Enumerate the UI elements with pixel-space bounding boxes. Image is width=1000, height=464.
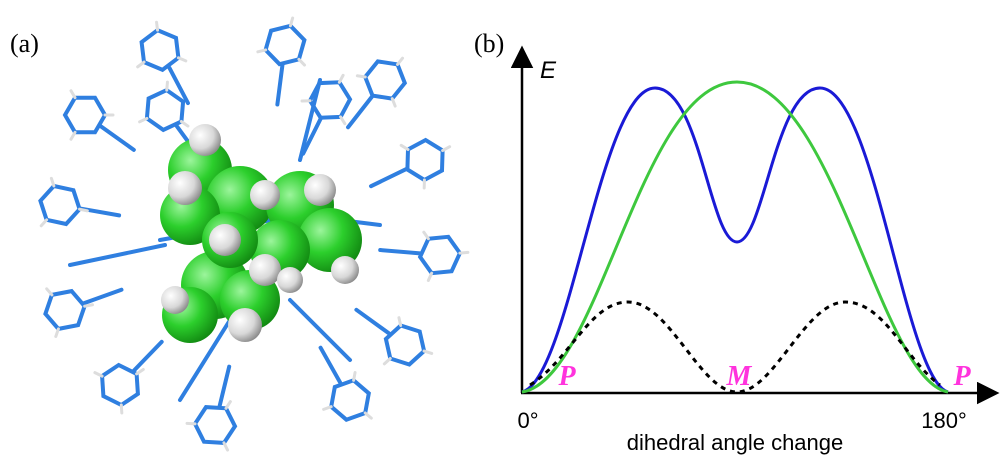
h-bond: [288, 16, 295, 28]
h-bond: [422, 230, 430, 241]
h-bond: [382, 357, 392, 366]
h-bond: [93, 371, 104, 378]
h-bond: [390, 97, 397, 108]
h-bond: [363, 411, 373, 420]
hydrogen-sphere: [304, 174, 336, 206]
state-label: P: [952, 361, 971, 392]
bond: [217, 364, 232, 408]
x-end-label: 180°: [921, 408, 967, 433]
x-start-label: 0°: [517, 408, 538, 433]
h-bond: [256, 48, 268, 54]
phenyl-ring: [38, 183, 82, 227]
bond: [288, 298, 352, 362]
bond: [131, 339, 164, 373]
h-bond: [322, 405, 333, 411]
h-bond: [45, 287, 54, 297]
carbon-sphere: [298, 208, 362, 272]
hydrogen-sphere: [250, 180, 280, 210]
h-bond: [224, 400, 232, 410]
y-axis-label: E: [540, 57, 557, 84]
h-bond: [422, 349, 434, 355]
hydrogen-sphere: [189, 124, 221, 156]
state-label: M: [726, 361, 753, 392]
energy-curve-green: [521, 80, 949, 394]
hydrogen-sphere: [161, 286, 189, 314]
h-bond: [397, 316, 403, 327]
h-bond: [355, 74, 367, 79]
h-bond: [165, 80, 169, 92]
phenyl-ring: [417, 234, 463, 276]
h-bond: [155, 20, 160, 32]
h-bond: [297, 57, 307, 67]
h-bond: [399, 143, 410, 151]
h-bond: [136, 60, 146, 69]
h-bond: [222, 441, 230, 452]
bond: [369, 166, 410, 189]
bond: [275, 62, 285, 107]
bond: [354, 307, 391, 336]
h-bond: [135, 367, 145, 376]
h-bond: [138, 116, 149, 124]
phenyl-ring: [383, 323, 427, 367]
bond: [301, 115, 324, 156]
hydrogen-sphere: [209, 224, 241, 256]
phenyl-ring: [43, 288, 87, 332]
energy-curve-blue: [521, 86, 949, 394]
phenyl-ring: [329, 378, 371, 422]
state-label: P: [557, 361, 576, 392]
h-bond: [119, 403, 124, 415]
bond: [167, 65, 190, 106]
phenyl-ring: [144, 87, 186, 133]
panel-label: (a): [10, 29, 39, 58]
bond: [346, 93, 375, 130]
hydrogen-sphere: [249, 254, 281, 286]
h-bond: [54, 327, 60, 338]
hydrogen-sphere: [331, 256, 359, 284]
bond: [81, 287, 124, 306]
phenyl-ring: [192, 405, 238, 445]
h-bond: [352, 370, 357, 382]
h-bond: [83, 303, 95, 308]
h-bond: [396, 56, 405, 66]
h-bond: [176, 56, 188, 63]
bond: [178, 318, 232, 402]
h-bond: [39, 218, 49, 228]
panel-label: (b): [474, 29, 504, 58]
phenyl-ring: [100, 362, 140, 408]
h-bond: [441, 145, 452, 153]
bond: [318, 345, 343, 385]
h-bond: [426, 271, 434, 282]
h-bond: [458, 250, 470, 255]
hydrogen-sphere: [168, 171, 202, 205]
h-bond: [337, 73, 345, 84]
phenyl-ring: [405, 137, 445, 183]
molecule-core: [160, 124, 362, 343]
phenyl-ring: [139, 27, 181, 73]
phenyl-ring: [62, 95, 108, 135]
bond: [68, 243, 167, 267]
energy-curve-dotted: [529, 300, 941, 394]
hydrogen-sphere: [277, 267, 303, 293]
bond: [378, 248, 423, 256]
phenyl-ring: [362, 59, 408, 101]
hydrogen-sphere: [228, 308, 262, 342]
phenyl-ring: [263, 23, 307, 67]
bond: [298, 78, 322, 162]
h-bond: [69, 130, 77, 141]
h-bond: [69, 89, 77, 100]
h-bond: [179, 119, 190, 128]
bond: [99, 124, 136, 152]
x-axis-label: dihedral angle change: [627, 430, 844, 455]
h-bond: [339, 115, 347, 126]
h-bond: [49, 176, 56, 188]
h-bond: [78, 207, 89, 213]
